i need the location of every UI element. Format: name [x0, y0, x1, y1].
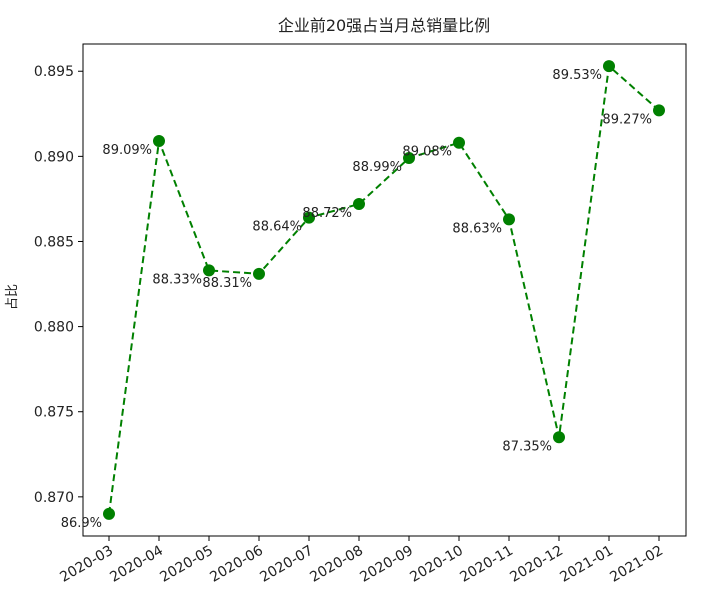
data-label: 88.31%: [202, 276, 252, 291]
chart-title: 企业前20强占当月总销量比例: [278, 16, 490, 35]
y-tick-label: 0.870: [34, 490, 74, 506]
data-point: [603, 60, 615, 73]
data-label: 87.35%: [502, 439, 552, 454]
data-labels: 86.9% 89.09% 88.33% 88.31% 88.64%88.72% 88.99…: [61, 68, 652, 531]
y-tick-label: 0.895: [34, 64, 74, 80]
y-tick-label: 0.885: [34, 234, 74, 250]
x-tick-label: 2021-01: [557, 543, 616, 586]
x-tick-label: 2020-03: [57, 543, 116, 586]
x-tick-label: 2020-12: [507, 543, 566, 586]
data-point: [403, 152, 415, 165]
y-axis-title: 占比: [5, 284, 20, 310]
data-point: [553, 431, 565, 444]
x-tick-label: 2020-04: [107, 543, 166, 586]
x-tick-label: 2020-05: [157, 543, 216, 586]
data-label: 88.33%: [152, 272, 202, 287]
data-label: 88.99%: [352, 160, 402, 175]
x-tick-label: 2020-09: [357, 543, 416, 586]
data-point: [503, 213, 515, 226]
series-line: [108, 64, 660, 515]
data-point: [303, 211, 315, 224]
series-points: [103, 60, 665, 520]
y-axis: 0.870 0.875 0.880 0.885 0.890 0.895: [34, 64, 83, 506]
x-tick-label: 2020-08: [307, 543, 366, 586]
x-tick-label: 2020-07: [257, 543, 316, 586]
data-label: 86.9%: [61, 516, 102, 531]
x-tick-label: 2020-06: [207, 543, 266, 586]
data-label: 88.72%: [302, 206, 352, 221]
data-label: 88.64%: [252, 220, 302, 235]
data-label: 89.27%: [602, 112, 652, 127]
x-tick-label: 2021-02: [607, 543, 666, 586]
data-point: [203, 264, 215, 277]
series-polyline: [108, 64, 660, 515]
plot-area-frame: [82, 43, 687, 537]
data-label: 88.63%: [452, 221, 502, 236]
data-label: 89.08%: [402, 145, 452, 160]
data-point: [103, 507, 115, 520]
data-point: [653, 104, 665, 117]
data-label: 89.53%: [552, 68, 602, 83]
y-tick-label: 0.880: [34, 320, 74, 336]
data-point: [353, 198, 365, 211]
x-tick-label: 2020-11: [457, 543, 516, 586]
x-tick-label: 2020-10: [407, 543, 466, 586]
y-tick-label: 0.875: [34, 405, 74, 421]
data-point: [453, 136, 465, 149]
data-point: [253, 267, 265, 280]
data-point: [153, 135, 165, 148]
x-axis: 2020-032020-042020-052020-062020-072020-…: [57, 536, 666, 586]
y-tick-label: 0.890: [34, 149, 74, 165]
data-label: 89.09%: [102, 143, 152, 158]
